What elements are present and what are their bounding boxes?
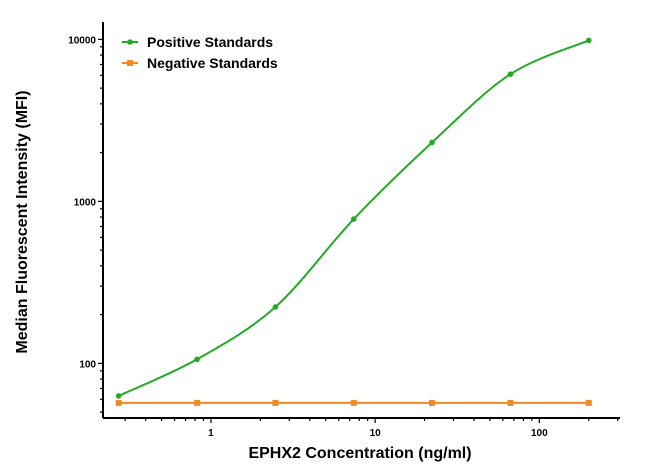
ticks: 1 10 100 100 1000 10000 [68,35,619,439]
data-point [115,393,122,399]
legend-label: Negative Standards [147,55,278,71]
data-point [115,399,122,406]
y-tick-label: 1000 [74,197,97,208]
x-axis-label: EPHX2 Concentration (ng/ml) [248,445,471,462]
x-tick-label: 1 [208,428,214,439]
data-point [194,356,200,363]
data-point [272,304,279,310]
data-point [507,399,514,406]
y-tick-label: 10000 [68,35,96,46]
y-axis-label: Median Fluorescent Intensity (MFI) [14,90,31,353]
legend-marker [127,60,133,66]
data-point [429,399,436,406]
data-point [194,399,201,406]
series [115,37,592,406]
legend-marker [127,39,133,45]
data-point [350,399,357,406]
data-point [507,71,514,77]
x-tick-label: 10 [370,428,382,439]
data-point [272,399,279,406]
data-point [585,37,592,44]
x-tick-label: 100 [531,428,548,439]
data-point [429,139,435,146]
data-point [585,399,592,406]
data-point [350,216,357,222]
legend-label: Positive Standards [147,34,273,50]
legend: Positive Standards Negative Standards [122,34,278,71]
y-tick-label: 100 [79,359,96,370]
axes [102,22,620,419]
